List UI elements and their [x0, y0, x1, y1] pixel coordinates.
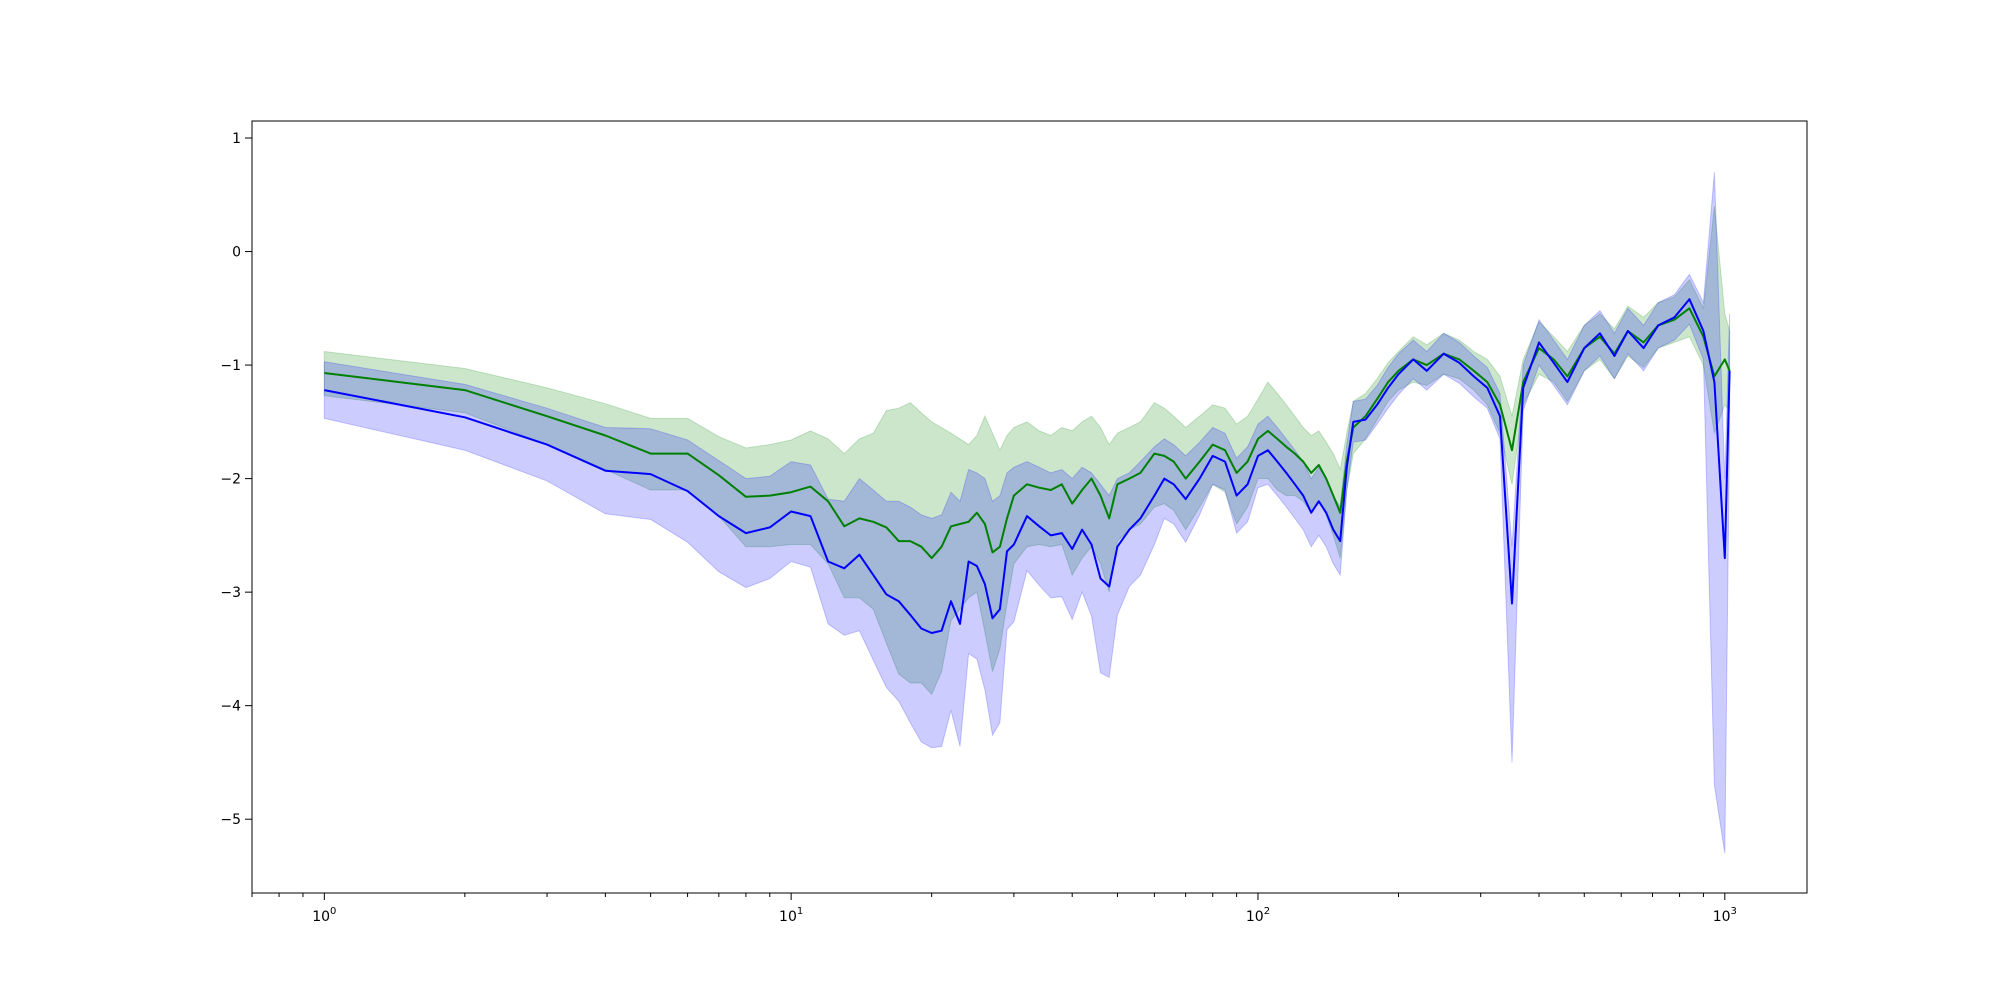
confidence-band-2	[323, 172, 1731, 854]
y-tick-label: −1	[220, 358, 241, 374]
x-tick-label: 100	[312, 906, 336, 925]
confidence-band-1	[323, 206, 1731, 696]
y-tick-label: −2	[220, 472, 241, 488]
y-tick-label: 0	[232, 245, 241, 261]
x-axis: 100 101 102 103	[251, 893, 1737, 925]
x-tick-label: 101	[779, 906, 803, 925]
y-tick-label: −5	[220, 812, 241, 828]
confidence-bands	[323, 172, 1731, 854]
plot-frame	[251, 120, 1808, 894]
y-tick-label: −3	[220, 585, 241, 601]
x-tick-label: 102	[1246, 906, 1270, 925]
y-tick-label: −4	[220, 699, 241, 715]
y-axis: 1 0 −1 −2 −3 −4 −5	[220, 131, 252, 828]
series-line-2	[324, 298, 1731, 634]
series-lines	[324, 298, 1731, 634]
y-tick-label: 1	[232, 131, 241, 147]
x-tick-label: 103	[1713, 906, 1737, 925]
series-line-1	[324, 307, 1731, 560]
